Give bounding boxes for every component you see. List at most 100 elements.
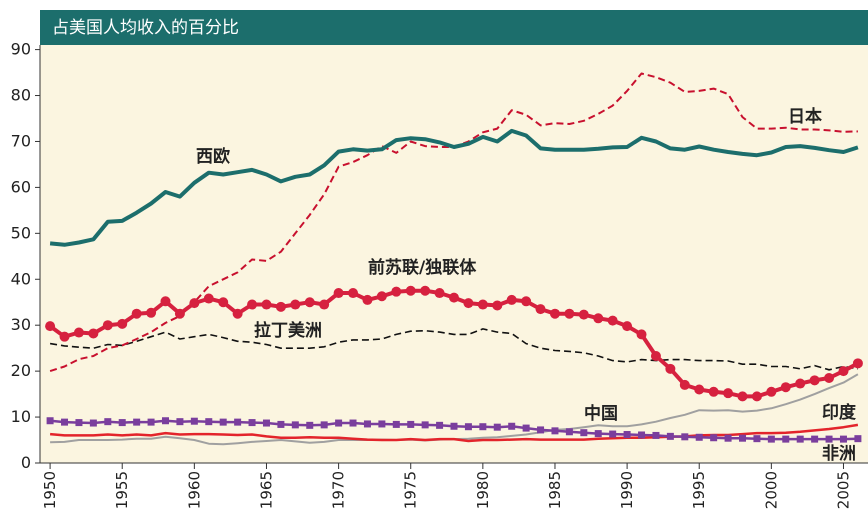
marker [146,307,157,318]
marker [609,430,617,438]
x-tick-label: 1980 [474,471,492,509]
series-label: 印度 [822,402,857,423]
marker [638,431,646,439]
marker [508,422,516,430]
marker [753,435,761,443]
marker [73,327,84,338]
marker [580,429,588,437]
marker [290,299,301,310]
x-tick-label: 1990 [618,471,636,509]
marker [117,318,128,329]
marker [521,296,532,307]
marker [378,420,386,428]
marker [463,298,474,309]
y-tick-label: 50 [11,223,31,242]
marker [708,386,719,397]
marker [824,373,835,384]
marker [405,285,416,296]
y-tick-label: 10 [11,407,31,426]
marker [392,420,400,428]
marker [751,391,762,402]
marker [262,419,270,427]
marker [710,434,718,442]
marker [421,421,429,429]
marker [809,375,820,386]
marker [782,435,790,443]
y-tick-label: 60 [11,177,31,196]
marker [335,419,343,427]
marker [724,434,732,442]
y-tick-label: 70 [11,131,31,150]
marker [219,418,227,426]
marker [234,418,242,426]
marker [839,435,847,443]
marker [363,420,371,428]
marker [88,328,99,339]
series-line [49,328,859,371]
marker [275,301,286,312]
marker [190,417,198,425]
marker [349,419,357,427]
marker [61,418,69,426]
marker [695,433,703,441]
series-label: 日本 [788,106,822,127]
marker [174,308,185,319]
marker [45,321,56,332]
marker [854,435,862,443]
marker [780,382,791,393]
marker [420,285,431,296]
marker [535,304,546,315]
marker [522,424,530,432]
series-label: 前苏联/独联体 [368,257,477,278]
x-tick-label: 1985 [546,471,564,509]
marker [306,421,314,429]
marker [203,293,214,304]
marker [205,418,213,426]
marker [622,321,633,332]
marker [161,417,169,425]
series-label: 西欧 [196,146,230,167]
marker [665,363,676,374]
x-tick-label: 2005 [834,471,852,509]
marker [825,435,833,443]
y-tick-label: 90 [11,40,31,59]
marker [578,309,589,320]
marker [650,350,661,361]
y-tick-label: 0 [21,453,31,472]
marker [594,430,602,438]
marker [795,378,806,389]
marker [261,299,272,310]
marker [796,435,804,443]
marker [636,329,647,340]
marker [376,291,387,302]
y-tick-label: 80 [11,86,31,105]
marker [218,297,229,308]
marker [694,384,705,395]
marker [493,423,501,431]
x-tick-label: 1965 [257,471,275,509]
marker [449,292,459,303]
title-bar [40,10,868,45]
chart-title: 占美国人均收入的百分比 [52,18,239,38]
marker [852,358,863,369]
marker [551,427,559,435]
series-label: 中国 [584,403,618,424]
x-tick-label: 1960 [185,471,203,509]
marker [593,313,604,324]
marker [362,294,373,305]
marker [479,423,487,431]
marker [811,435,819,443]
marker [652,431,660,439]
marker [739,434,747,442]
marker [133,418,141,426]
marker [291,421,299,429]
x-tick-label: 2000 [762,471,780,509]
marker [247,299,258,310]
marker [506,294,517,305]
marker [319,299,330,310]
y-tick-label: 30 [11,315,31,334]
marker [391,286,402,297]
marker [477,299,488,310]
marker [102,320,113,331]
